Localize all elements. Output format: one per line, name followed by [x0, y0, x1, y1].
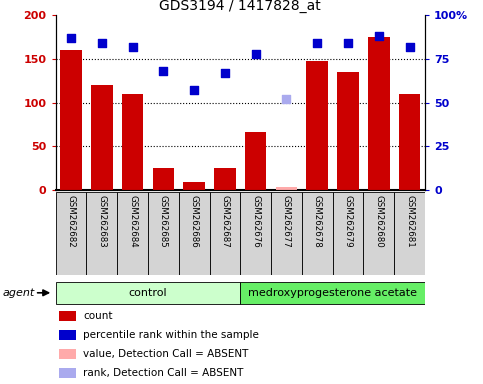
Point	[283, 96, 290, 102]
Text: count: count	[83, 311, 113, 321]
Bar	[276, 187, 297, 190]
Bar	[184, 182, 205, 190]
Text: agent: agent	[2, 288, 35, 298]
Bar	[117, 192, 148, 275]
Bar	[364, 192, 394, 275]
Bar	[59, 311, 76, 321]
Text: GSM262678: GSM262678	[313, 195, 322, 248]
Text: value, Detection Call = ABSENT: value, Detection Call = ABSENT	[83, 349, 249, 359]
Title: GDS3194 / 1417828_at: GDS3194 / 1417828_at	[159, 0, 321, 13]
Bar	[179, 192, 210, 275]
Text: GSM262677: GSM262677	[282, 195, 291, 248]
Bar	[148, 192, 179, 275]
Bar	[337, 72, 359, 190]
Bar	[368, 37, 390, 190]
Text: GSM262685: GSM262685	[159, 195, 168, 248]
Bar	[56, 192, 86, 275]
Text: GSM262686: GSM262686	[190, 195, 199, 248]
Bar	[307, 61, 328, 190]
Point	[344, 40, 352, 46]
Point	[221, 70, 229, 76]
Bar	[240, 192, 271, 275]
Text: GSM262681: GSM262681	[405, 195, 414, 248]
Bar	[214, 168, 236, 190]
Bar	[59, 368, 76, 378]
Point	[190, 88, 198, 94]
Bar	[59, 349, 76, 359]
Bar	[59, 330, 76, 340]
Bar	[91, 85, 113, 190]
Bar	[60, 50, 82, 190]
Point	[98, 40, 106, 46]
Text: percentile rank within the sample: percentile rank within the sample	[83, 330, 259, 340]
Bar	[399, 94, 420, 190]
Bar	[240, 281, 425, 304]
Text: GSM262679: GSM262679	[343, 195, 353, 248]
Bar	[86, 192, 117, 275]
Text: rank, Detection Call = ABSENT: rank, Detection Call = ABSENT	[83, 368, 243, 378]
Bar	[302, 192, 333, 275]
Text: GSM262680: GSM262680	[374, 195, 384, 248]
Text: medroxyprogesterone acetate: medroxyprogesterone acetate	[248, 288, 417, 298]
Point	[313, 40, 321, 46]
Text: GSM262676: GSM262676	[251, 195, 260, 248]
Bar	[122, 94, 143, 190]
Text: GSM262683: GSM262683	[97, 195, 106, 248]
Bar	[271, 192, 302, 275]
Point	[375, 33, 383, 40]
Bar	[210, 192, 240, 275]
Text: GSM262687: GSM262687	[220, 195, 229, 248]
Bar	[394, 192, 425, 275]
Text: GSM262684: GSM262684	[128, 195, 137, 248]
Bar	[245, 132, 267, 190]
Bar	[56, 281, 241, 304]
Point	[252, 51, 259, 57]
Point	[128, 44, 136, 50]
Bar	[153, 168, 174, 190]
Point	[159, 68, 167, 74]
Text: GSM262682: GSM262682	[67, 195, 75, 248]
Text: control: control	[128, 288, 167, 298]
Point	[67, 35, 75, 41]
Point	[406, 44, 413, 50]
Bar	[333, 192, 364, 275]
